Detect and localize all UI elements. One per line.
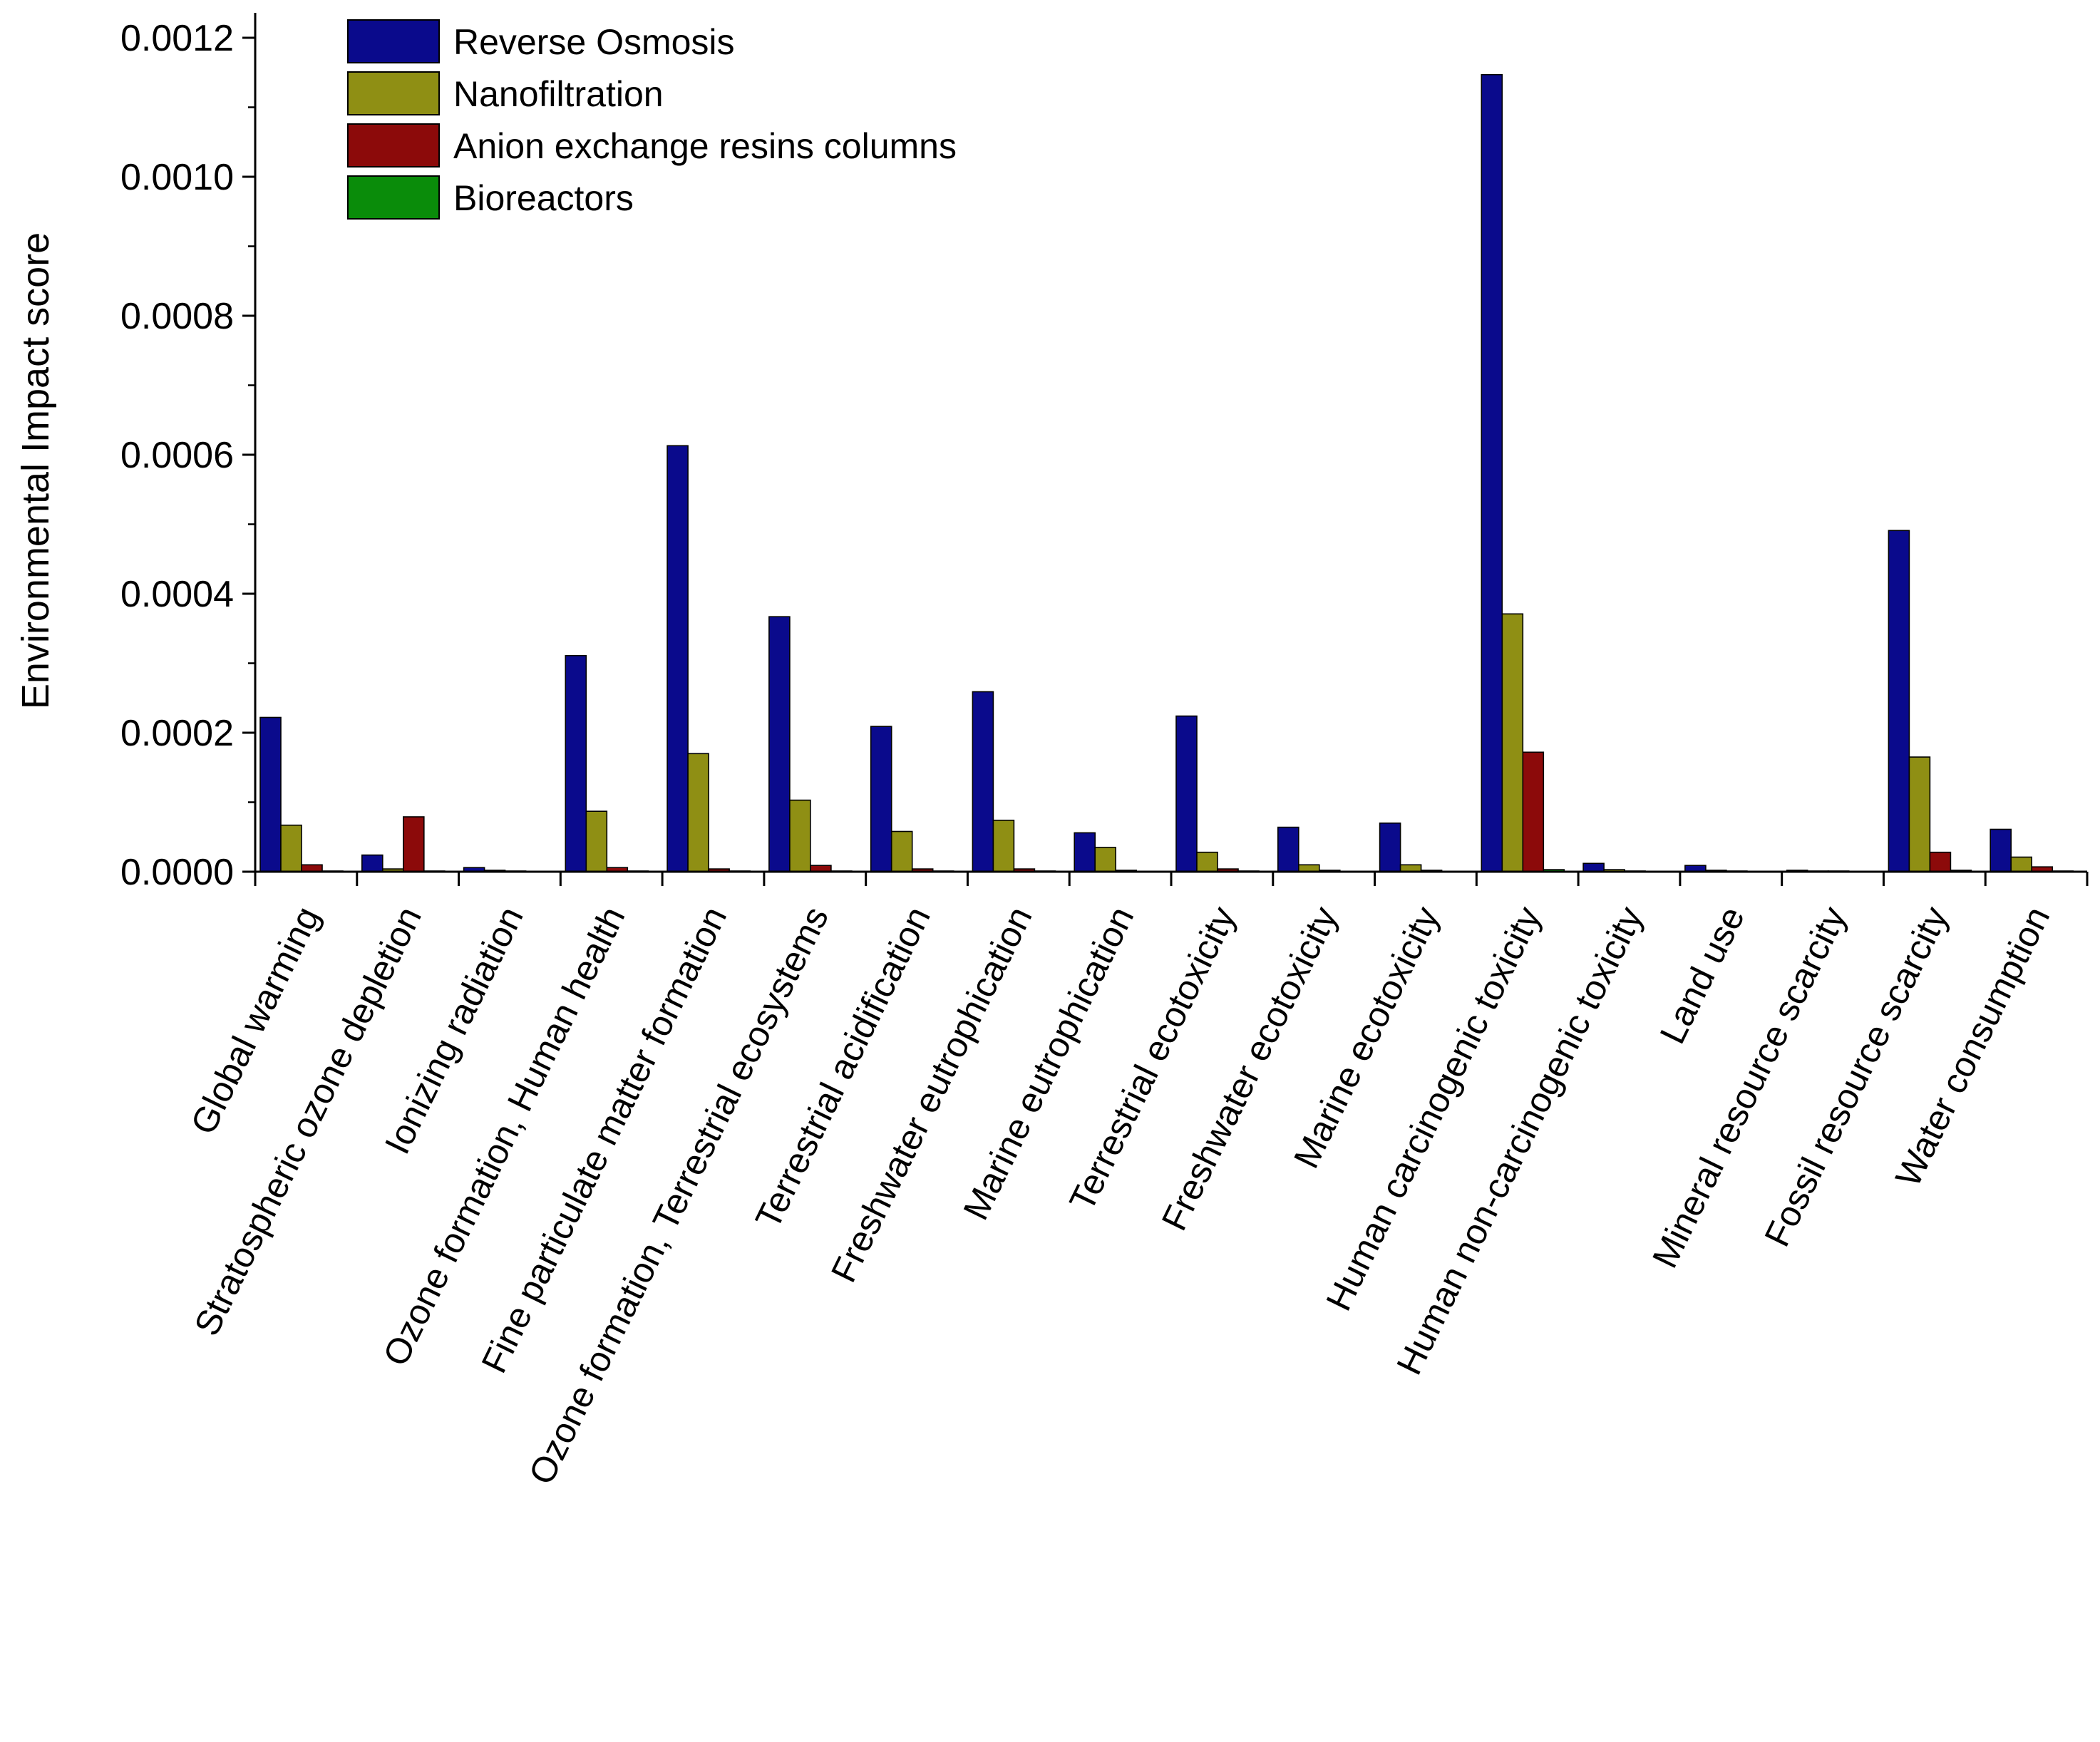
bar-reverse-osmosis-11 (1379, 823, 1401, 872)
legend-label: Reverse Osmosis (453, 22, 735, 62)
bar-anion-exchange-resins-columns-16 (1929, 851, 1952, 872)
bar-anion-exchange-resins-columns-1 (402, 816, 425, 872)
bar-nanofiltration-17 (2010, 856, 2032, 872)
x-category-label: Land use (1652, 900, 1753, 1049)
y-tick-label: 0.0012 (120, 18, 234, 59)
axes-group (247, 13, 2089, 886)
y-tick-label: 0.0008 (120, 296, 234, 337)
bar-nanofiltration-6 (890, 830, 913, 872)
bar-reverse-osmosis-8 (1074, 832, 1096, 872)
bar-reverse-osmosis-4 (666, 445, 689, 872)
y-tick-label: 0.0004 (120, 574, 234, 615)
bar-reverse-osmosis-5 (768, 616, 791, 872)
legend: Reverse Osmosis Nanofiltration Anion excha… (347, 19, 957, 220)
bar-reverse-osmosis-13 (1582, 862, 1605, 872)
bar-nanofiltration-7 (992, 820, 1015, 872)
legend-label: Nanofiltration (453, 74, 664, 114)
legend-label: Bioreactors (453, 178, 634, 218)
bar-reverse-osmosis-1 (361, 854, 384, 872)
x-category-label: Fossil resource scarcity (1756, 900, 1955, 1252)
bar-reverse-osmosis-0 (259, 716, 282, 872)
legend-label: Anion exchange resins columns (453, 126, 957, 166)
y-axis-label: Environmental Impact score (14, 232, 57, 709)
y-tick-label: 0.0000 (120, 852, 234, 893)
y-tick-label: 0.0010 (120, 157, 234, 198)
bar-nanofiltration-5 (789, 799, 811, 872)
bar-reverse-osmosis-7 (972, 691, 994, 872)
legend-swatch (347, 175, 440, 220)
bar-reverse-osmosis-16 (1888, 530, 1910, 872)
legend-swatch (347, 123, 440, 168)
bar-reverse-osmosis-6 (870, 726, 892, 872)
bar-nanofiltration-4 (687, 753, 709, 872)
x-category-label: Mineral resource scarcity (1645, 900, 1854, 1274)
bar-reverse-osmosis-9 (1175, 715, 1198, 872)
y-ticks-group: 0.0000 0.0002 0.0004 0.0006 0.0008 0.0010 0.00… (120, 18, 255, 893)
bar-nanofiltration-9 (1196, 851, 1218, 872)
bar-reverse-osmosis-17 (1990, 828, 2012, 872)
bar-nanofiltration-8 (1094, 847, 1116, 872)
legend-swatch (347, 19, 440, 63)
x-category-label: Freshwater eutrophication (823, 900, 1040, 1288)
bar-anion-exchange-resins-columns-12 (1522, 751, 1545, 872)
bar-nanofiltration-16 (1908, 756, 1931, 872)
bar-nanofiltration-3 (585, 810, 608, 872)
legend-swatch (347, 71, 440, 115)
bar-nanofiltration-0 (280, 824, 302, 872)
y-tick-label: 0.0002 (120, 713, 234, 754)
bar-nanofiltration-12 (1501, 613, 1524, 872)
bar-reverse-osmosis-3 (565, 654, 587, 872)
bars-group (259, 73, 2074, 872)
bar-reverse-osmosis-10 (1277, 826, 1299, 872)
bar-reverse-osmosis-12 (1481, 73, 1503, 872)
y-tick-label: 0.0006 (120, 435, 234, 476)
